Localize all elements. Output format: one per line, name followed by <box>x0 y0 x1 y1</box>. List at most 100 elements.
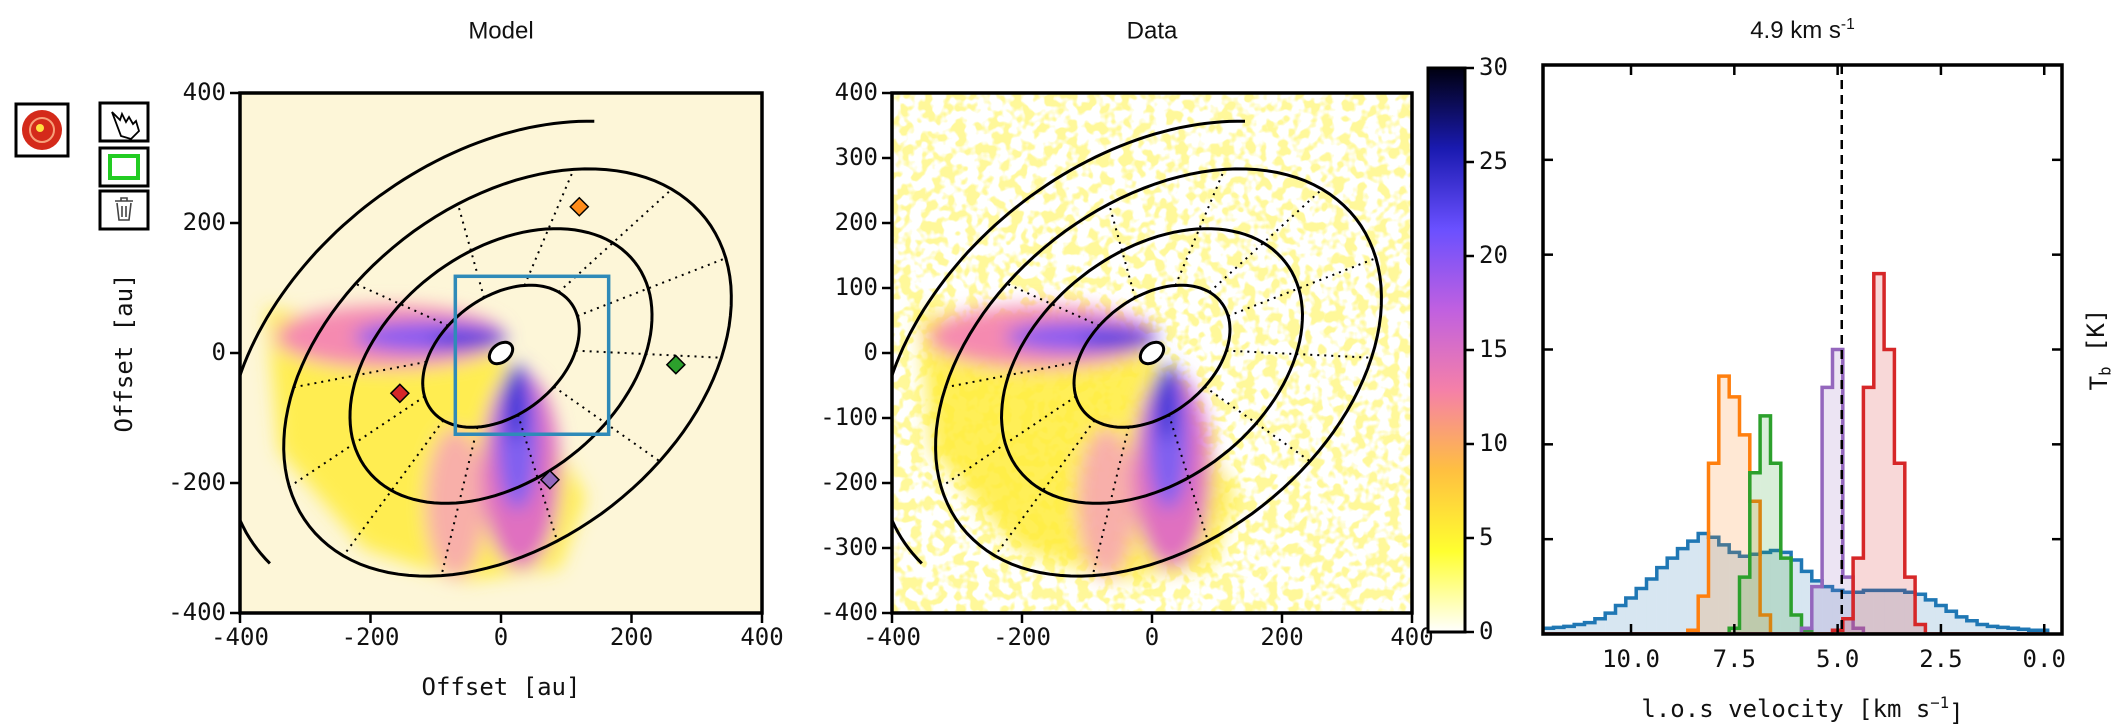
colorbar-tick-label: 25 <box>1479 147 1508 175</box>
colorbar-tick-label: 20 <box>1479 241 1508 269</box>
bin-fill <box>1770 550 1781 634</box>
bin-fill <box>1543 628 1554 634</box>
spoke <box>1208 188 1323 293</box>
bin-fill <box>1946 611 1957 634</box>
y-axis-label: Offset [au] <box>110 274 138 433</box>
bin-fill <box>1687 541 1699 634</box>
bin-fill <box>1801 628 1812 634</box>
spoke <box>553 385 661 463</box>
frame <box>1541 63 2064 636</box>
bin-fill <box>1811 580 1823 634</box>
y-tick-label: 400 <box>835 78 878 106</box>
disk-ring <box>348 227 654 505</box>
bin-fill <box>1718 544 1730 634</box>
bin-fill <box>1832 349 1843 634</box>
emission-core <box>1080 332 1159 348</box>
y-tick-label: 100 <box>835 273 878 301</box>
y-tick-label: 200 <box>183 208 226 236</box>
spoke <box>1006 282 1100 327</box>
chart-title: Model <box>468 17 533 44</box>
pan-button[interactable] <box>98 101 150 143</box>
bin-fill <box>1842 592 1854 634</box>
spiral-arc <box>240 119 595 565</box>
y-tick-label: 300 <box>835 143 878 171</box>
bin-fill <box>1842 618 1854 634</box>
chart-title: 4.9 km s-1 <box>1750 16 1855 44</box>
bin-fill <box>1832 590 1843 634</box>
bin-fill <box>1677 548 1688 634</box>
x-axis-label-part: −1 <box>1930 693 1949 711</box>
y-tick-label: -400 <box>168 598 226 626</box>
spectrum-line <box>1543 414 2050 634</box>
bin-fill <box>1853 628 1864 634</box>
disk-ring <box>421 283 581 429</box>
selection-box <box>453 274 611 436</box>
x-tick-label: 400 <box>1390 623 1433 651</box>
chart-title-part: -1 <box>1841 16 1855 33</box>
spoke <box>293 360 427 389</box>
thumbnail-button[interactable] <box>14 102 70 158</box>
y-tick-label: -200 <box>820 468 878 496</box>
box-select-button[interactable] <box>98 146 150 188</box>
bin-fill <box>1791 560 1802 634</box>
spoke <box>354 282 449 327</box>
y-axis-label: Tb [K] <box>2082 309 2114 391</box>
x-tick-label: 200 <box>610 623 653 651</box>
bin-fill <box>1853 592 1864 634</box>
x-tick-label: 400 <box>740 623 783 651</box>
bin-fill <box>1801 630 1812 634</box>
colorbar-tick-label: 15 <box>1479 335 1508 363</box>
bin-fill <box>1739 577 1750 634</box>
bin-fill <box>1977 624 1988 634</box>
x-tick-label: 0 <box>494 623 508 651</box>
bin-fill <box>1553 627 1564 634</box>
disk-ring <box>999 227 1305 505</box>
bin-fill <box>1966 620 1978 634</box>
x-tick-label: 0 <box>1145 623 1159 651</box>
x-tick-label: -400 <box>863 623 921 651</box>
bin-fill <box>1780 558 1792 634</box>
bin-fill <box>1811 586 1823 634</box>
bin-fill <box>2028 630 2040 634</box>
bin-fill <box>1708 463 1719 634</box>
spoke <box>1091 426 1130 576</box>
bin-fill <box>1749 501 1761 634</box>
bin-fill <box>1749 554 1761 634</box>
bin-fill <box>1760 415 1771 634</box>
chart-title: Data <box>1127 17 1178 44</box>
bin-fill <box>1863 387 1874 634</box>
chart-title-part: 4.9 km s <box>1750 17 1841 44</box>
bin-fill <box>1884 349 1895 634</box>
bin-fill <box>1987 626 1998 634</box>
bin-fill <box>1873 273 1885 634</box>
bin-fill <box>1729 396 1740 634</box>
bin-fill <box>1997 627 2009 634</box>
bin-fill <box>1915 594 1926 634</box>
x-tick-label: -200 <box>993 623 1051 651</box>
bin-fill <box>1904 577 1916 634</box>
star <box>1138 340 1166 366</box>
bin-fill <box>1760 552 1771 634</box>
bin-fill <box>1636 588 1647 634</box>
x-tick-label: -200 <box>342 623 400 651</box>
bin-fill <box>1760 615 1771 634</box>
spoke <box>1204 385 1311 463</box>
x-tick-label: 5.0 <box>1816 645 1859 673</box>
bin-fill <box>1822 586 1833 634</box>
bin-fill <box>1749 472 1761 634</box>
plot-area <box>892 93 1412 613</box>
star <box>487 340 515 366</box>
bin-fill <box>1698 596 1709 634</box>
delete-button[interactable] <box>98 189 150 231</box>
x-tick-label: 2.5 <box>1919 645 1962 673</box>
bin-fill <box>1873 590 1885 634</box>
bin-fill <box>1853 558 1864 634</box>
y-tick-label: 400 <box>183 78 226 106</box>
marker <box>569 196 590 217</box>
bin-fill <box>1584 622 1595 634</box>
plot-area <box>1543 65 2050 634</box>
y-axis-label-part: [K] <box>2082 309 2110 367</box>
bin-fill <box>1884 590 1895 634</box>
marker <box>389 383 410 404</box>
